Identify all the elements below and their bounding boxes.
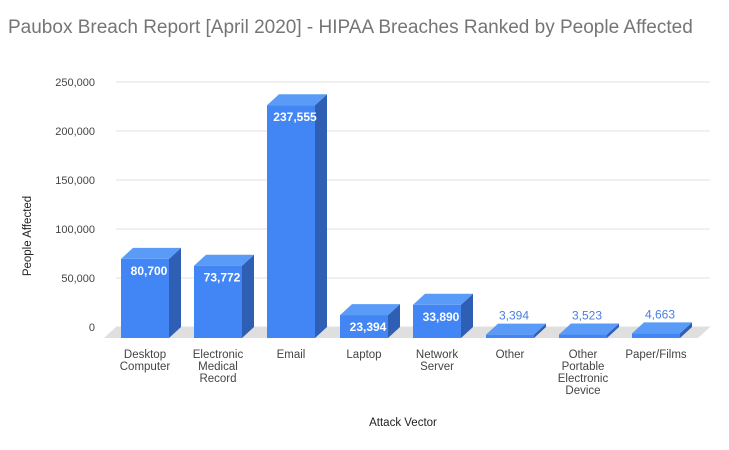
bar [486, 323, 546, 338]
bar [267, 94, 327, 338]
bar-top [486, 323, 546, 335]
bar-side [169, 247, 181, 338]
x-tick-label: Electronic Medical Record [193, 349, 244, 385]
data-label: 3,394 [499, 309, 529, 323]
bar-front [559, 334, 607, 338]
bar-side [315, 94, 327, 338]
bar [559, 323, 619, 338]
y-tick-label: 150,000 [55, 175, 95, 187]
x-tick-label: Other Portable Electronic Device [558, 349, 609, 397]
x-tick-label: Network Server [416, 349, 458, 373]
bar-top [194, 254, 254, 266]
data-label: 4,663 [645, 307, 675, 321]
y-tick-label: 200,000 [55, 126, 95, 138]
chart-title: Paubox Breach Report [April 2020] - HIPA… [8, 17, 693, 38]
x-tick-label: Paper/Films [625, 349, 687, 361]
data-label: 237,555 [273, 110, 317, 124]
bar [121, 247, 181, 338]
bar-front [340, 315, 388, 338]
x-tick-label: Laptop [346, 349, 381, 361]
data-label: 80,700 [131, 264, 168, 278]
bar-side [680, 322, 692, 338]
bar-top [340, 304, 400, 316]
bar-front [194, 265, 242, 338]
y-tick-label: 250,000 [55, 77, 95, 89]
y-tick-label: 0 [89, 322, 95, 334]
y-axis-title: People Affected [22, 196, 34, 276]
x-axis-title: Attack Vector [369, 417, 437, 429]
data-label: 73,772 [204, 271, 241, 285]
bar-side [607, 323, 619, 338]
bar-front [413, 304, 461, 338]
data-label: 3,523 [572, 309, 602, 323]
data-label: 23,394 [350, 320, 387, 334]
data-label: 33,890 [423, 310, 460, 324]
bar-front [267, 105, 315, 338]
bar [340, 304, 400, 338]
y-tick-label: 100,000 [55, 224, 95, 236]
x-tick-label: Desktop Computer [120, 349, 171, 373]
bar-side [242, 254, 254, 338]
bar-front [632, 333, 680, 338]
chart-floor [104, 327, 710, 338]
bar [632, 322, 692, 338]
bar-front [486, 334, 534, 338]
bar-top [559, 323, 619, 335]
bar [194, 254, 254, 338]
bar-side [461, 293, 473, 338]
x-tick-label: Email [277, 349, 306, 361]
bar-side [534, 323, 546, 338]
bar [413, 293, 473, 338]
bar-front [121, 258, 169, 338]
bar-top [267, 94, 327, 106]
y-tick-label: 50,000 [61, 273, 95, 285]
bar-top [121, 247, 181, 259]
x-tick-label: Other [496, 349, 525, 361]
bar-top [632, 322, 692, 334]
bar-side [388, 304, 400, 338]
bar-top [413, 293, 473, 305]
